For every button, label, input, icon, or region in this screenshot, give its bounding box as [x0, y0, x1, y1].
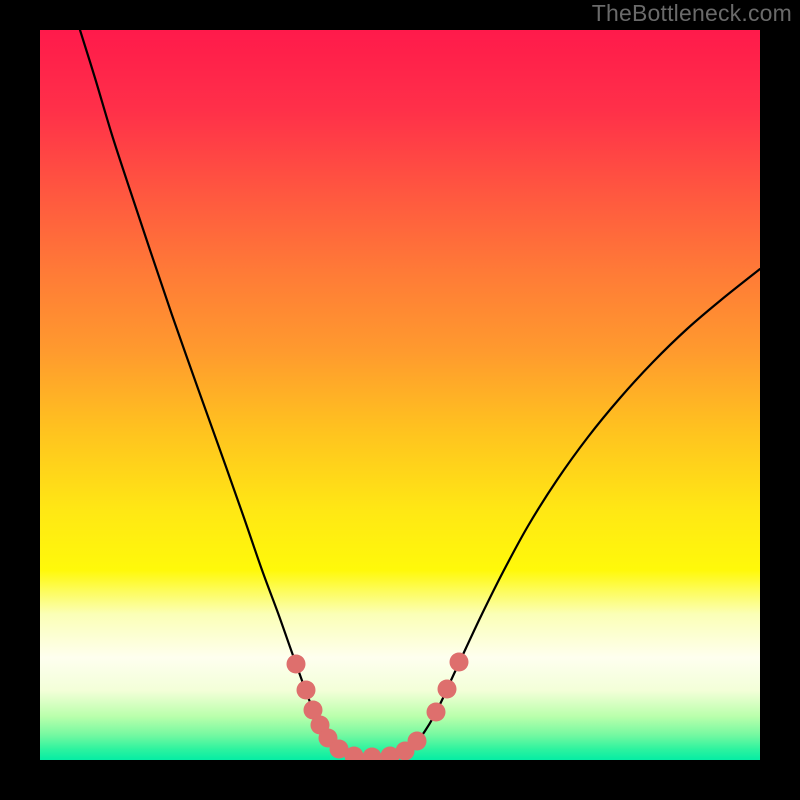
chart-container: TheBottleneck.com: [0, 0, 800, 800]
marker-dot: [438, 680, 457, 699]
plot-area: [40, 30, 760, 760]
marker-dot: [427, 703, 446, 722]
marker-dot: [287, 655, 306, 674]
marker-dot: [408, 732, 427, 751]
bottleneck-curve-chart: [0, 0, 800, 800]
marker-dot: [450, 653, 469, 672]
watermark-text: TheBottleneck.com: [592, 0, 792, 27]
marker-dot: [297, 681, 316, 700]
